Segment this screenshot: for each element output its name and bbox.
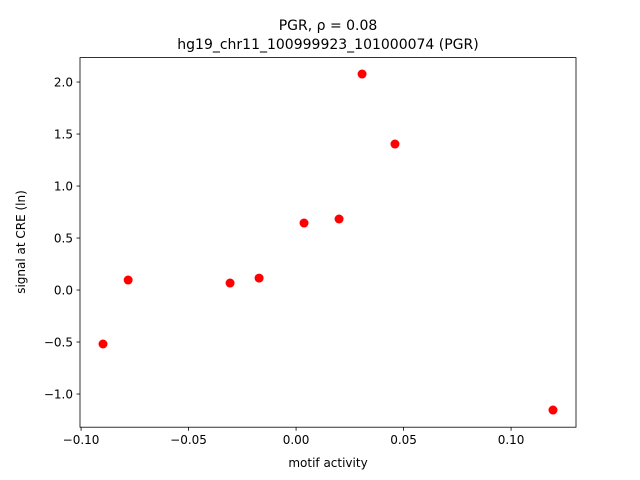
point — [98, 339, 108, 349]
point — [254, 273, 264, 283]
point — [334, 214, 344, 224]
plot-frame — [79, 57, 577, 428]
x-tick-label: −0.10 — [63, 433, 100, 447]
point — [357, 69, 367, 79]
y-tick-label: 0.5 — [54, 232, 73, 246]
point — [548, 405, 558, 415]
x-tick-label: 0.05 — [390, 433, 417, 447]
point — [123, 275, 133, 285]
x-tick-label: 0.00 — [283, 433, 310, 447]
y-tick-label: 2.0 — [54, 76, 73, 90]
x-tick-label: −0.05 — [170, 433, 207, 447]
y-tick-label: 0.0 — [54, 284, 73, 298]
point — [299, 218, 309, 228]
y-axis-label: signal at CRE (ln) — [14, 190, 28, 294]
y-tick-label: 1.5 — [54, 128, 73, 142]
y-tick-label: −1.0 — [44, 388, 73, 402]
y-tick-label: 1.0 — [54, 180, 73, 194]
point — [225, 278, 235, 288]
point — [390, 139, 400, 149]
chart-subtitle: hg19_chr11_100999923_101000074 (PGR) — [177, 37, 478, 53]
chart-title: PGR, ρ = 0.08 — [279, 18, 378, 34]
x-tick-label: 0.10 — [498, 433, 525, 447]
x-axis-label: motif activity — [288, 456, 367, 470]
y-tick-label: −0.5 — [44, 336, 73, 350]
